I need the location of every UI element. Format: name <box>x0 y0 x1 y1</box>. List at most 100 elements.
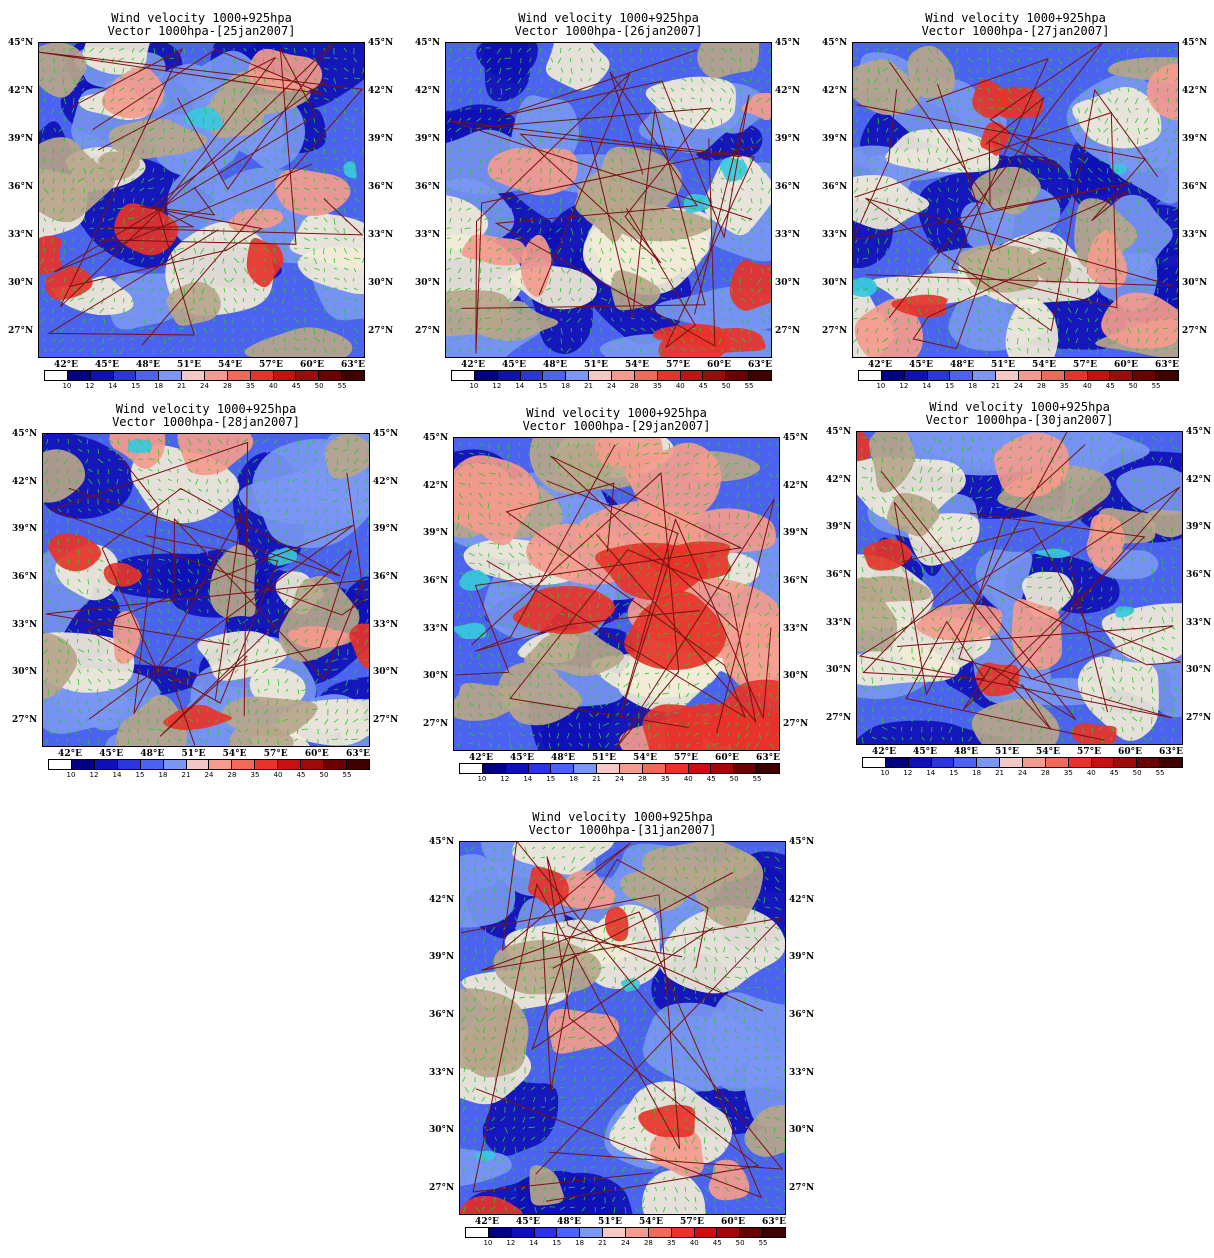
lon-tick-label: 42°E <box>868 360 892 370</box>
wind-vectors <box>852 47 1179 355</box>
lat-tick-label: 33°N <box>822 230 848 240</box>
lat-tick-label: 27°N <box>783 719 809 729</box>
colorbar-swatch <box>139 760 163 769</box>
wind-speed-contour <box>852 174 930 230</box>
wind-speed-contour <box>116 694 187 747</box>
panel-subtitle: Vector 1000hpa-[30jan2007] <box>925 413 1114 427</box>
lat-tick-label: 42°N <box>373 476 399 487</box>
lat-tick-label: 39°N <box>826 522 852 533</box>
wind-speed-contour <box>512 841 615 875</box>
lat-tick-label: 42°N <box>822 86 848 96</box>
lat-tick-label: 45°N <box>368 38 394 48</box>
lat-tick-label: 39°N <box>429 952 455 963</box>
colorbar-swatch <box>1018 371 1041 380</box>
lon-tick-label: 60°E <box>721 1217 745 1227</box>
colorbar-label: 55 <box>1155 769 1165 777</box>
country-borders <box>450 49 758 354</box>
wind-speed-contour <box>975 549 1033 616</box>
colorbar-label: 12 <box>903 769 913 777</box>
lon-tick-label: 60°E <box>1118 747 1142 757</box>
colorbar-swatch <box>1109 371 1133 380</box>
lat-tick-label: 33°N <box>1182 230 1208 240</box>
colorbar-swatch <box>641 764 665 773</box>
lat-tick-label: 45°N <box>423 433 449 443</box>
lat-tick-label: 36°N <box>8 182 34 192</box>
colorbar-swatch <box>716 1228 740 1237</box>
wind-speed-contour <box>459 854 516 928</box>
lat-tick-label: 39°N <box>8 134 34 144</box>
lat-tick-label: 33°N <box>368 230 394 240</box>
colorbar-swatch <box>533 1228 557 1237</box>
colorbar-label: 45 <box>1105 382 1115 390</box>
colorbar-label: 24 <box>1018 769 1027 777</box>
lat-tick-label: 42°N <box>789 894 815 905</box>
lon-tick-label: 54°E <box>222 749 247 759</box>
colorbar-label: 12 <box>492 382 502 390</box>
colorbar-swatch <box>277 760 301 769</box>
colorbar-swatch <box>611 371 634 380</box>
lat-tick-label: 39°N <box>783 528 809 539</box>
colorbar-swatch <box>702 371 726 380</box>
colorbar-label: 24 <box>621 1239 630 1247</box>
colorbar-label: 10 <box>876 382 886 390</box>
colorbar-swatch <box>999 758 1023 767</box>
wind-speed-contour <box>458 569 491 591</box>
lat-tick-label: 39°N <box>373 524 399 535</box>
colorbar-swatch <box>208 760 232 769</box>
colorbar-swatch <box>318 371 342 380</box>
lat-tick-label: 36°N <box>826 570 852 580</box>
lon-tick-label: 57°E <box>674 753 698 763</box>
lat-tick-label: 45°N <box>822 38 848 48</box>
lon-tick-label: 48°E <box>954 747 978 757</box>
wind-speed-contour <box>274 169 351 217</box>
lat-tick-label: 36°N <box>415 182 441 192</box>
wind-speed-contour <box>852 59 920 116</box>
lat-tick-label: 39°N <box>415 134 441 144</box>
lon-tick-label: 54°E <box>1036 747 1060 757</box>
wind-speed-contour <box>885 128 1000 173</box>
colorbar-swatch <box>1086 371 1110 380</box>
colorbar-label: 10 <box>62 382 72 390</box>
lon-tick-label: 42°E <box>461 360 485 370</box>
colorbar-label: 50 <box>1128 382 1138 390</box>
lon-tick-label: 45°E <box>913 747 937 757</box>
lon-tick-label: 60°E <box>300 360 324 370</box>
lat-tick-label: 33°N <box>789 1067 815 1078</box>
colorbar-swatch <box>496 371 520 380</box>
lat-tick-label: 30°N <box>822 278 848 288</box>
wind-speed-map <box>42 433 370 747</box>
wind-speed-contour <box>482 42 531 102</box>
colorbar-label: 50 <box>721 382 731 390</box>
wind-speed-contour <box>605 906 629 942</box>
panel-subtitle: Vector 1000hpa-[26jan2007] <box>514 24 703 38</box>
colorbar-label: 40 <box>675 382 685 390</box>
wind-speed-contour <box>652 323 727 346</box>
wind-speed-map <box>856 431 1183 745</box>
colorbar-label: 18 <box>968 382 978 390</box>
wind-vectors <box>43 438 369 746</box>
colorbar-swatch <box>625 1228 648 1237</box>
lat-tick-label: 36°N <box>1182 182 1208 192</box>
wind-speed-contour <box>645 76 736 130</box>
lon-tick-label: 57°E <box>259 360 283 370</box>
lat-tick-label: 33°N <box>826 617 852 628</box>
lon-tick-label: 54°E <box>1032 360 1056 370</box>
lat-tick-label: 33°N <box>775 230 801 240</box>
wind-speed-contour <box>228 208 284 232</box>
wind-speed-contour <box>524 629 625 677</box>
lon-tick-label: 48°E <box>950 360 974 370</box>
lat-tick-label: 36°N <box>429 1010 455 1020</box>
colorbar-label: 28 <box>643 1239 653 1247</box>
colorbar-label: 10 <box>880 769 890 777</box>
wind-speed-contour <box>453 455 539 546</box>
wind-speed-contour <box>595 437 663 467</box>
colorbar-label: 55 <box>342 771 352 779</box>
map-frame <box>42 433 370 747</box>
lat-tick-label: 36°N <box>12 572 38 582</box>
colorbar-swatch <box>466 1228 488 1237</box>
lon-tick-label: 45°E <box>99 749 124 759</box>
map-frame <box>459 841 786 1215</box>
colorbar-swatch <box>481 764 505 773</box>
wind-speed-contour <box>1034 548 1071 558</box>
lon-tick-label: 60°E <box>1114 360 1138 370</box>
